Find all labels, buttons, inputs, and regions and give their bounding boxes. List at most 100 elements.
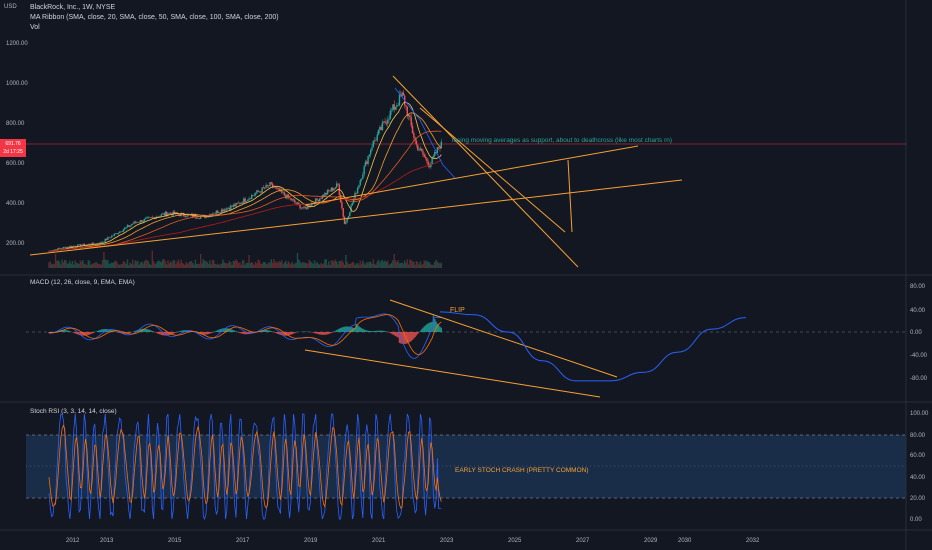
candle-body xyxy=(71,246,74,248)
volume-bar xyxy=(304,262,307,268)
vol-title[interactable]: Vol xyxy=(30,24,40,31)
macd-histogram-bar xyxy=(420,329,423,332)
candle-body xyxy=(303,206,305,209)
macd-histogram-bar xyxy=(250,332,253,334)
volume-bar xyxy=(57,260,59,268)
volume-bar xyxy=(159,261,161,268)
volume-bar xyxy=(298,259,300,268)
candle-body xyxy=(104,238,106,242)
volume-bar xyxy=(113,261,116,268)
volume-bar xyxy=(61,259,63,268)
macd-histogram-bar xyxy=(384,331,386,332)
volume-bar xyxy=(262,262,265,268)
candle-body xyxy=(432,155,435,158)
candle-body xyxy=(152,217,155,218)
volume-bar xyxy=(372,259,375,268)
volume-bar xyxy=(142,263,144,268)
candle-body xyxy=(401,92,403,97)
candle-body xyxy=(427,161,429,166)
volume-bar xyxy=(291,261,293,268)
candle-body xyxy=(103,241,105,243)
candle-body xyxy=(355,192,358,194)
candle-body xyxy=(258,191,261,193)
macd-trendline-top[interactable] xyxy=(389,299,618,378)
macd-title[interactable]: MACD (12, 26, close, 9, EMA, EMA) xyxy=(30,279,135,286)
candle-body xyxy=(241,202,244,204)
volume-bar xyxy=(377,259,380,268)
candle-body xyxy=(108,237,110,238)
macd-histogram-bar xyxy=(143,328,146,332)
volume-bar xyxy=(257,259,259,268)
volume-bar xyxy=(125,263,127,268)
candle-body xyxy=(185,216,188,218)
candle-body xyxy=(351,202,354,206)
stoch-lines xyxy=(48,413,442,521)
price-tag: 691.76 2d 17:25 xyxy=(0,139,26,157)
macd-histogram-bar xyxy=(243,332,245,335)
volume-bar xyxy=(435,259,437,268)
volume-bar xyxy=(176,261,178,268)
candle-body xyxy=(223,209,225,212)
candle-body xyxy=(62,246,65,249)
stoch-title[interactable]: Stoch RSI (3, 3, 14, 14, close) xyxy=(30,408,117,415)
volume-bar xyxy=(143,261,146,268)
volume-bar xyxy=(392,260,394,268)
macd-histogram-bar xyxy=(74,332,76,334)
candle-body xyxy=(83,243,86,246)
candle-body xyxy=(164,211,167,216)
volume-bar xyxy=(260,263,262,268)
trendline-drawings[interactable] xyxy=(29,75,683,398)
candle-body xyxy=(383,121,385,123)
volume-bar xyxy=(155,263,157,268)
macd-histogram-bar xyxy=(133,331,135,332)
volume-bar xyxy=(254,261,257,268)
volume-bar xyxy=(253,264,256,268)
trendline-support-mid[interactable] xyxy=(304,145,639,206)
volume-bar xyxy=(70,263,72,268)
macd-histogram-bar xyxy=(439,326,441,332)
macd-histogram-bar xyxy=(91,332,93,334)
volume-bar xyxy=(120,264,122,268)
volume-bar xyxy=(107,260,109,268)
macd-trendline-bottom[interactable] xyxy=(304,349,601,398)
macd-histogram-bar xyxy=(313,332,316,334)
candle-body xyxy=(218,212,220,214)
candle-body xyxy=(321,195,324,199)
trendline-down-1[interactable] xyxy=(392,75,579,268)
candle-body xyxy=(269,182,271,187)
candle-body xyxy=(407,115,410,117)
volume-bar xyxy=(346,261,348,268)
volume-bar xyxy=(97,264,100,268)
symbol-title[interactable]: BlackRock, Inc., 1W, NYSE xyxy=(30,4,116,11)
volume-bar xyxy=(411,261,414,268)
macd-histogram-bar xyxy=(415,332,418,336)
volume-bar xyxy=(312,264,314,268)
trendline-down-2[interactable] xyxy=(419,107,566,233)
projection-vertical[interactable] xyxy=(567,159,573,233)
price-tick: 1200.00 xyxy=(6,41,28,47)
macd-histogram-bar xyxy=(371,331,373,332)
volume-bar xyxy=(405,262,407,268)
macd-histogram-bar xyxy=(312,332,314,333)
candle-body xyxy=(126,225,129,228)
volume-bar xyxy=(305,263,308,268)
ma-ribbon-title[interactable]: MA Ribbon (SMA, close, 20, SMA, close, 5… xyxy=(30,14,279,21)
candle-body xyxy=(86,244,88,246)
candle-body xyxy=(366,161,368,164)
macd-tick: 80.00 xyxy=(910,284,926,290)
candle-body xyxy=(186,214,189,217)
volume-bar xyxy=(376,261,378,268)
trendline-support-long[interactable] xyxy=(29,179,683,256)
volume-bar xyxy=(341,260,343,268)
stoch-band xyxy=(26,435,906,498)
stoch-tick: 100.00 xyxy=(910,411,929,417)
candle-body xyxy=(398,94,401,106)
volume-bar xyxy=(337,264,339,268)
candle-body xyxy=(341,202,343,209)
candle-body xyxy=(222,209,224,212)
candle-body xyxy=(388,118,390,121)
volume-bar xyxy=(88,260,91,268)
macd-histogram-bar xyxy=(288,332,291,336)
macd-histogram-bar xyxy=(247,332,249,335)
macd-line xyxy=(49,313,442,359)
